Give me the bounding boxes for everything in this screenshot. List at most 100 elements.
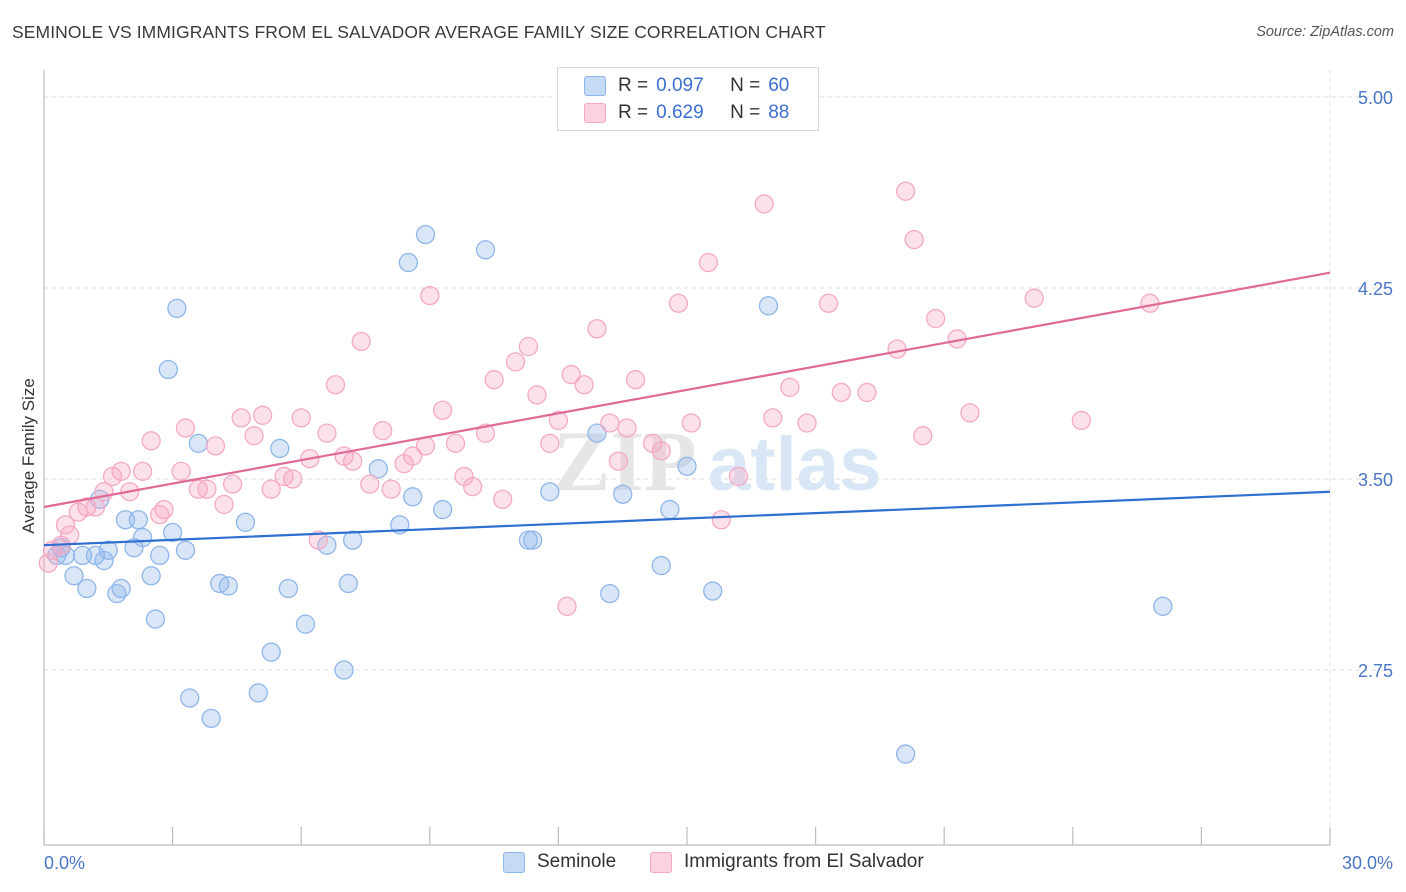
x-tick-label-1: 30.0% (1342, 853, 1393, 873)
y-axis-label: Average Family Size (19, 378, 38, 534)
seminole-point-41 (403, 487, 423, 507)
seminole-point-21 (167, 298, 187, 319)
seminole-point-46 (523, 530, 543, 550)
y-tick-label-2: 4.25 (1358, 279, 1393, 299)
series-seminole (47, 224, 1173, 764)
el-salvador-trend-line (43, 271, 1331, 509)
seminole-point-25 (201, 708, 221, 729)
el-salvador-point-35 (342, 451, 363, 471)
el-salvador-point-69 (711, 510, 731, 530)
el-salvador-point-57 (561, 364, 581, 385)
el-salvador-point-29 (291, 408, 311, 428)
legend-r-value-el-salvador: 0.629 (656, 102, 704, 123)
legend-swatch-seminole (584, 76, 606, 96)
el-salvador-point-48 (475, 423, 496, 443)
seminole-point-44 (475, 240, 496, 260)
seminole-point-55 (758, 296, 779, 316)
el-salvador-point-38 (372, 420, 393, 441)
el-salvador-point-85 (1024, 288, 1044, 308)
chart-title: SEMINOLE VS IMMIGRANTS FROM EL SALVADOR … (12, 22, 826, 42)
seminole-point-56 (895, 744, 916, 764)
el-salvador-point-54 (540, 433, 560, 453)
el-salvador-point-78 (887, 339, 907, 359)
seminole-point-36 (338, 573, 359, 594)
seminole-point-8 (94, 550, 114, 571)
el-salvador-point-68 (698, 252, 719, 273)
series-el-salvador (38, 181, 1160, 616)
seminole-point-57 (1153, 596, 1173, 616)
el-salvador-point-65 (651, 441, 671, 461)
el-salvador-point-16 (171, 461, 191, 482)
el-salvador-point-32 (317, 423, 337, 443)
el-salvador-point-26 (261, 479, 281, 499)
seminole-point-17 (145, 609, 166, 629)
seminole-point-19 (158, 359, 178, 380)
el-salvador-point-13 (141, 431, 161, 451)
el-salvador-point-12 (132, 461, 153, 482)
seminole-point-16 (141, 566, 161, 586)
seminole-point-51 (651, 555, 671, 576)
el-salvador-point-76 (831, 382, 851, 403)
el-salvador-point-39 (381, 479, 401, 499)
el-salvador-point-31 (308, 530, 328, 550)
el-salvador-point-20 (205, 436, 226, 456)
bottom-legend-swatch-el-salvador (650, 851, 672, 873)
seminole-point-43 (433, 499, 453, 520)
el-salvador-point-45 (445, 433, 466, 453)
seminole-point-28 (235, 512, 256, 532)
gridlines (44, 70, 1390, 845)
el-salvador-point-77 (857, 382, 877, 403)
y-tick-label-0: 2.75 (1358, 661, 1393, 681)
el-salvador-point-53 (527, 385, 547, 405)
seminole-point-29 (248, 683, 268, 703)
el-salvador-point-74 (797, 413, 817, 433)
el-salvador-point-63 (625, 370, 646, 390)
el-salvador-point-70 (728, 466, 749, 487)
el-salvador-point-59 (587, 319, 607, 339)
bottom-legend-swatch-seminole (503, 851, 525, 873)
seminole-point-3 (64, 566, 84, 586)
seminole-point-23 (180, 688, 200, 708)
seminole-point-31 (270, 438, 290, 459)
seminole-point-33 (295, 614, 316, 634)
seminole-point-54 (703, 581, 723, 601)
el-salvador-point-17 (175, 418, 196, 438)
seminole-point-15 (132, 527, 153, 548)
el-salvador-point-86 (1071, 410, 1092, 431)
el-salvador-point-58 (574, 375, 594, 395)
el-salvador-point-33 (325, 375, 346, 395)
legend-r-value-seminole: 0.097 (656, 75, 704, 96)
el-salvador-point-84 (960, 403, 980, 423)
el-salvador-point-62 (617, 418, 637, 438)
legend-row-seminole: R = 0.097 N = 60 (584, 74, 789, 98)
seminole-trend-line (43, 490, 1331, 547)
watermark-atlas: atlas (708, 422, 881, 507)
el-salvador-point-37 (360, 474, 380, 494)
legend-swatch-el-salvador (584, 103, 606, 123)
bottom-legend: Seminole Immigrants from El Salvador (0, 851, 1406, 879)
legend-n-value-el-salvador: 88 (768, 102, 790, 123)
el-salvador-point-10 (111, 461, 131, 482)
watermark-zip: ZIP (553, 413, 696, 509)
bottom-legend-seminole: Seminole (503, 851, 616, 873)
el-salvador-point-72 (763, 408, 783, 428)
el-salvador-point-19 (197, 479, 217, 499)
legend-r-label: R = (618, 75, 649, 96)
el-salvador-point-60 (600, 413, 620, 433)
seminole-point-27 (218, 576, 238, 596)
bottom-legend-el-salvador: Immigrants from El Salvador (650, 851, 924, 873)
el-salvador-point-67 (681, 413, 701, 433)
seminole-point-42 (415, 224, 436, 245)
el-salvador-point-22 (222, 474, 243, 494)
seminole-point-38 (368, 459, 389, 479)
y-tick-label-1: 3.50 (1358, 470, 1393, 490)
seminole-point-5 (77, 578, 97, 599)
axes (43, 70, 1331, 846)
trend-lines (43, 271, 1331, 547)
seminole-point-9 (98, 540, 118, 560)
seminole-point-14 (128, 510, 148, 530)
seminole-point-40 (398, 252, 419, 273)
seminole-point-11 (111, 578, 131, 599)
el-salvador-point-52 (518, 336, 539, 357)
